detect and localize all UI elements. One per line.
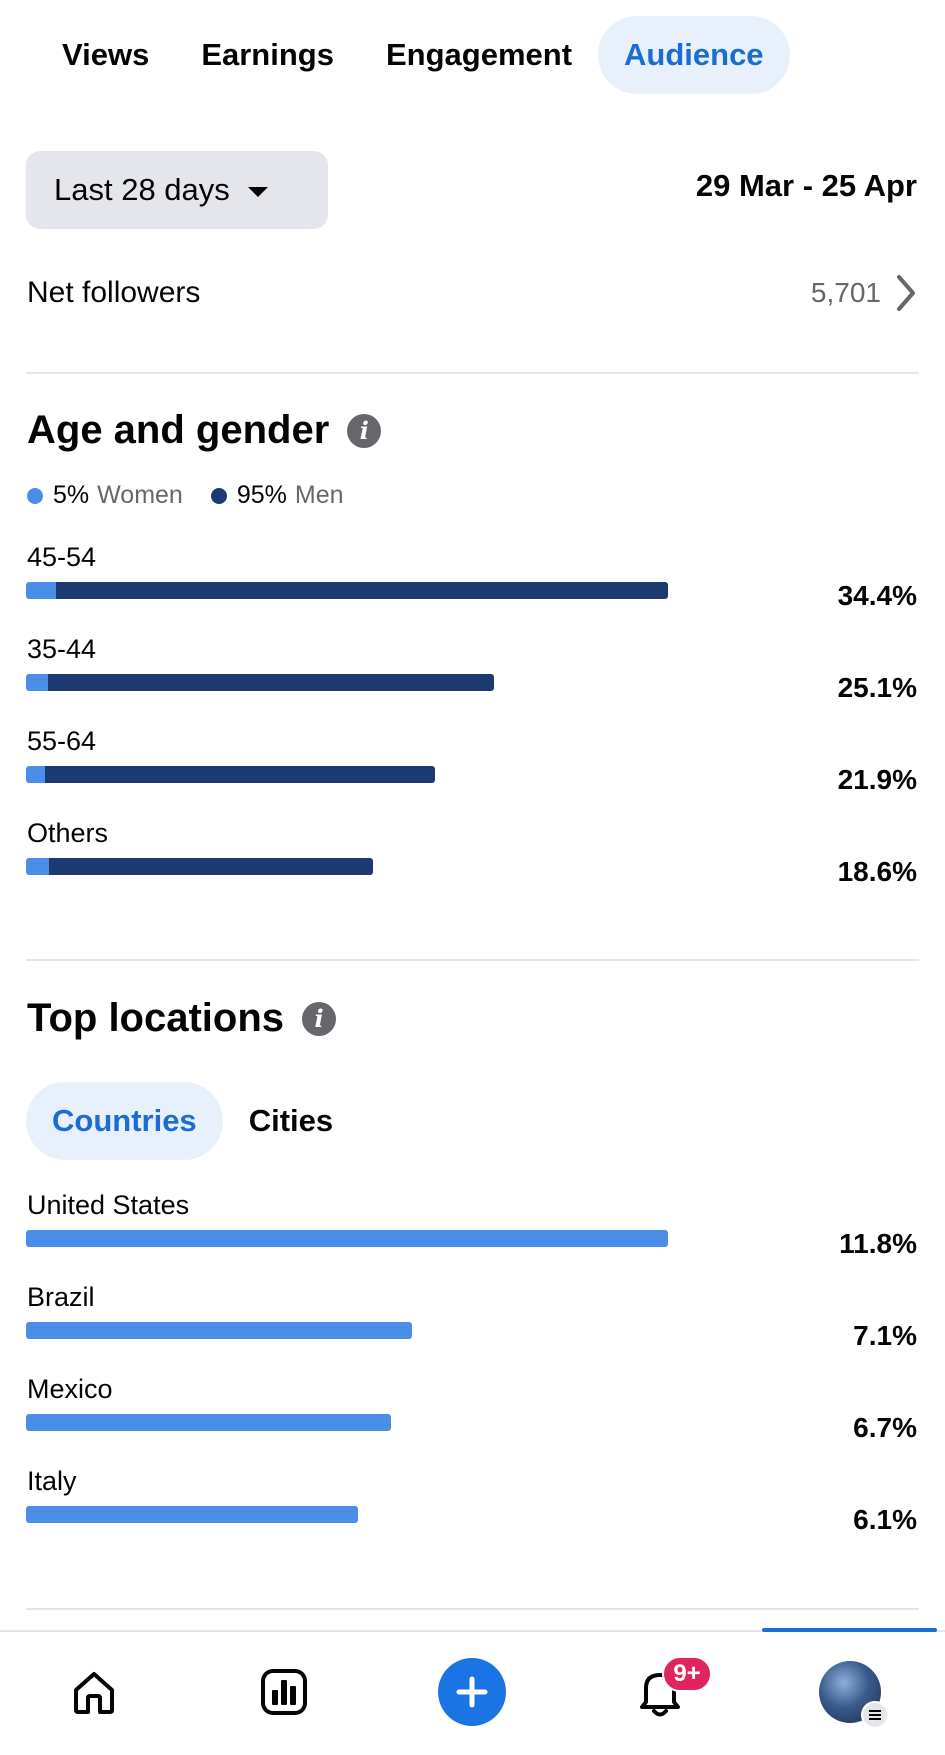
subtab-countries[interactable]: Countries xyxy=(26,1082,223,1160)
tab-earnings[interactable]: Earnings xyxy=(201,37,334,72)
divider xyxy=(26,372,919,374)
location-label: Italy xyxy=(27,1466,77,1496)
legend-women-pct: 5% xyxy=(53,481,90,509)
location-row: United States 11.8% xyxy=(26,1190,917,1262)
legend-women-name: Women xyxy=(97,481,183,509)
location-label: Brazil xyxy=(27,1282,95,1312)
legend-men-name: Men xyxy=(294,481,344,509)
age-label: 55-64 xyxy=(27,726,97,756)
home-icon[interactable] xyxy=(56,1654,132,1730)
women-segment xyxy=(26,766,45,783)
age-gender-title: Age and gender xyxy=(27,408,330,452)
women-segment xyxy=(26,858,49,875)
men-dot-icon xyxy=(210,487,227,504)
tab-audience[interactable]: Audience xyxy=(598,16,790,94)
caret-down-icon xyxy=(247,187,268,197)
active-tab-indicator xyxy=(762,1628,937,1632)
tab-engagement[interactable]: Engagement xyxy=(385,37,573,72)
location-pct: 11.8% xyxy=(839,1228,917,1259)
location-subtabs: Countries Cities xyxy=(26,1082,359,1160)
age-bar xyxy=(26,766,435,783)
age-bar xyxy=(26,674,495,691)
location-row: Brazil 7.1% xyxy=(26,1282,917,1354)
location-row: Mexico 6.7% xyxy=(26,1374,917,1446)
chevron-right-icon xyxy=(895,273,917,313)
age-row: 35-44 25.1% xyxy=(26,634,917,706)
tab-views[interactable]: Views xyxy=(62,37,150,72)
location-bar xyxy=(26,1414,391,1431)
women-dot-icon xyxy=(27,487,43,504)
women-segment xyxy=(26,582,56,599)
location-pct: 6.7% xyxy=(853,1412,917,1443)
legend-men-pct: 95% xyxy=(236,481,287,509)
men-segment xyxy=(44,766,435,783)
top-locations-title: Top locations xyxy=(27,996,285,1040)
plus-icon xyxy=(438,1658,506,1726)
age-row: Others 18.6% xyxy=(26,818,917,890)
age-row: 45-54 34.4% xyxy=(26,542,917,614)
age-bar xyxy=(26,858,374,875)
location-label: United States xyxy=(27,1190,190,1220)
net-followers-row[interactable]: Net followers 5,701 xyxy=(27,265,917,321)
net-followers-value: 5,701 xyxy=(810,277,881,308)
menu-icon xyxy=(861,1701,889,1729)
date-range-label: Last 28 days xyxy=(54,172,230,207)
bottom-nav: 9+ xyxy=(0,1628,945,1755)
location-pct: 6.1% xyxy=(853,1504,917,1535)
age-label: Others xyxy=(27,818,109,848)
notification-badge: 9+ xyxy=(662,1656,712,1692)
men-segment xyxy=(48,858,374,875)
date-range-text: 29 Mar - 25 Apr xyxy=(695,168,917,203)
age-label: 35-44 xyxy=(27,634,97,664)
divider xyxy=(26,959,919,961)
profile-menu-button[interactable] xyxy=(812,1654,889,1730)
info-icon[interactable]: i xyxy=(302,1001,337,1036)
age-pct: 25.1% xyxy=(837,672,917,703)
notifications-button[interactable]: 9+ xyxy=(622,1654,712,1730)
age-gender-legend: 5% Women 95% Men xyxy=(27,481,372,510)
audience-tabs: Views Earnings Engagement Audience xyxy=(26,16,790,94)
age-label: 45-54 xyxy=(27,542,97,572)
top-locations-heading: Top locations i xyxy=(27,996,337,1041)
age-pct: 21.9% xyxy=(837,764,917,795)
legend-women: 5% Women xyxy=(27,481,183,510)
info-icon[interactable]: i xyxy=(347,413,382,448)
location-label: Mexico xyxy=(27,1374,113,1404)
age-bar xyxy=(26,582,668,599)
location-bar xyxy=(26,1230,668,1247)
date-range-dropdown[interactable]: Last 28 days xyxy=(26,151,328,229)
men-segment xyxy=(47,674,495,691)
age-pct: 18.6% xyxy=(837,856,917,887)
men-segment xyxy=(55,582,668,599)
age-gender-heading: Age and gender i xyxy=(27,408,382,453)
age-pct: 34.4% xyxy=(837,580,917,611)
net-followers-label: Net followers xyxy=(27,276,201,309)
location-pct: 7.1% xyxy=(853,1320,917,1351)
legend-men: 95% Men xyxy=(210,481,344,510)
location-bar xyxy=(26,1506,358,1523)
location-bar xyxy=(26,1322,413,1339)
age-row: 55-64 21.9% xyxy=(26,726,917,798)
divider xyxy=(26,1608,919,1610)
location-row: Italy 6.1% xyxy=(26,1466,917,1538)
avatar xyxy=(819,1661,889,1729)
create-button[interactable] xyxy=(434,1654,510,1730)
women-segment xyxy=(26,674,48,691)
insights-icon[interactable] xyxy=(246,1654,322,1730)
subtab-cities[interactable]: Cities xyxy=(248,1103,334,1138)
